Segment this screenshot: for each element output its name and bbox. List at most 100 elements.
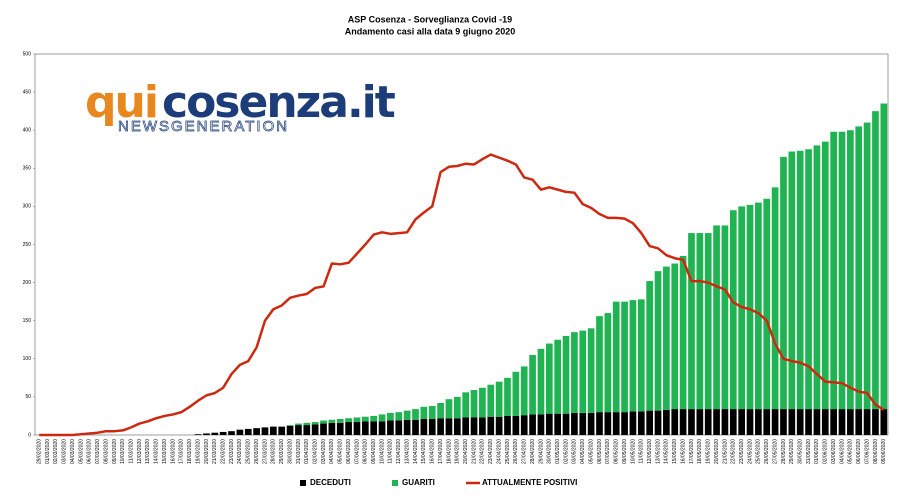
x-tick-label: 20/04/2020 xyxy=(463,439,469,464)
bar xyxy=(236,429,244,435)
x-tick-label: 19/05/2020 xyxy=(706,439,712,464)
x-tick-label: 22/03/2020 xyxy=(220,439,226,464)
y-tick-label: 200 xyxy=(23,280,32,286)
bar xyxy=(328,422,336,435)
x-tick-label: 26/05/2020 xyxy=(764,439,770,464)
x-tick-label: 24/05/2020 xyxy=(747,439,753,464)
bar xyxy=(453,418,461,435)
bar xyxy=(345,418,352,423)
bar xyxy=(671,263,679,410)
bar xyxy=(412,419,419,435)
bar xyxy=(328,419,336,423)
bar xyxy=(445,418,453,435)
bar xyxy=(880,103,888,410)
bar xyxy=(679,409,687,435)
x-tick-label: 28/03/2020 xyxy=(271,439,277,464)
bar xyxy=(663,409,670,435)
bar xyxy=(303,422,311,426)
x-tick-label: 02/04/2020 xyxy=(312,439,318,464)
y-tick-label: 0 xyxy=(28,432,31,438)
bar xyxy=(679,255,687,410)
bar xyxy=(554,413,562,435)
bar xyxy=(713,225,720,410)
bar xyxy=(537,348,545,415)
x-tick-label: 13/05/2020 xyxy=(655,439,661,464)
x-tick-label: 03/03/2020 xyxy=(62,439,68,464)
bar xyxy=(872,409,879,435)
x-tick-label: 05/03/2020 xyxy=(78,439,84,464)
bar xyxy=(520,366,528,416)
x-tick-label: 18/05/2020 xyxy=(697,439,703,464)
bar xyxy=(863,122,871,410)
bar xyxy=(562,413,570,435)
bar xyxy=(788,151,796,410)
bar xyxy=(847,130,854,410)
bar xyxy=(713,409,720,435)
bar xyxy=(746,204,754,410)
bar xyxy=(830,409,837,435)
bar xyxy=(872,111,879,410)
bar xyxy=(746,409,754,435)
x-tick-label: 27/03/2020 xyxy=(262,439,268,464)
bar xyxy=(269,426,277,435)
bar xyxy=(554,339,562,414)
bar xyxy=(721,409,729,435)
x-tick-label: 21/03/2020 xyxy=(212,439,218,464)
x-tick-label: 25/04/2020 xyxy=(505,439,511,464)
bar xyxy=(479,387,486,418)
x-tick-label: 23/04/2020 xyxy=(488,439,494,464)
x-tick-label: 15/05/2020 xyxy=(672,439,678,464)
bar xyxy=(495,381,503,417)
x-tick-label: 27/05/2020 xyxy=(772,439,778,464)
bar xyxy=(378,414,386,422)
x-tick-label: 31/05/2020 xyxy=(806,439,812,464)
bar xyxy=(612,412,620,435)
bar xyxy=(387,420,394,435)
x-tick-label: 01/05/2020 xyxy=(555,439,561,464)
x-tick-label: 04/04/2020 xyxy=(329,439,335,464)
x-tick-label: 18/04/2020 xyxy=(446,439,452,464)
bar xyxy=(587,328,595,413)
bar xyxy=(320,420,327,424)
bar xyxy=(621,412,628,435)
bar xyxy=(604,412,612,435)
x-tick-label: 06/06/2020 xyxy=(856,439,862,464)
x-tick-label: 06/03/2020 xyxy=(87,439,93,464)
bar xyxy=(537,414,545,435)
x-tick-label: 04/05/2020 xyxy=(580,439,586,464)
bar xyxy=(637,411,645,435)
x-tick-label: 13/04/2020 xyxy=(404,439,410,464)
x-tick-label: 05/05/2020 xyxy=(588,439,594,464)
bar xyxy=(529,354,536,415)
bar xyxy=(830,131,837,410)
legend-swatch xyxy=(300,480,306,486)
x-tick-label: 15/03/2020 xyxy=(162,439,168,464)
x-tick-label: 12/03/2020 xyxy=(137,439,143,464)
bar xyxy=(437,402,444,419)
x-tick-label: 18/03/2020 xyxy=(187,439,193,464)
x-tick-label: 14/03/2020 xyxy=(154,439,160,464)
x-tick-label: 26/03/2020 xyxy=(254,439,260,464)
bar xyxy=(855,409,863,435)
x-tick-label: 02/05/2020 xyxy=(563,439,569,464)
bar xyxy=(453,396,461,419)
x-tick-label: 22/04/2020 xyxy=(480,439,486,464)
y-tick-label: 250 xyxy=(23,242,32,248)
bar xyxy=(403,419,411,435)
bar xyxy=(219,431,227,435)
x-tick-label: 17/05/2020 xyxy=(689,439,695,464)
bar xyxy=(821,141,829,410)
bar xyxy=(512,371,520,416)
x-tick-label: 31/03/2020 xyxy=(296,439,302,464)
x-tick-label: 05/04/2020 xyxy=(338,439,344,464)
x-tick-label: 10/03/2020 xyxy=(120,439,126,464)
x-tick-label: 21/04/2020 xyxy=(471,439,477,464)
bar xyxy=(470,417,478,435)
bar xyxy=(813,409,821,435)
bar xyxy=(487,416,495,435)
bar xyxy=(646,281,654,411)
bar xyxy=(353,417,361,423)
x-tick-label: 29/05/2020 xyxy=(789,439,795,464)
bar xyxy=(311,422,319,425)
